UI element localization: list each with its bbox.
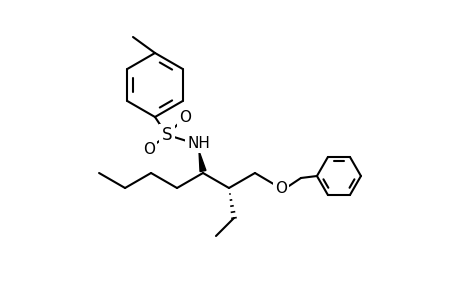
Text: S: S: [162, 126, 172, 144]
Text: O: O: [179, 110, 190, 124]
Text: O: O: [274, 181, 286, 196]
Text: O: O: [143, 142, 155, 157]
Polygon shape: [199, 151, 206, 172]
Text: NH: NH: [187, 136, 210, 151]
